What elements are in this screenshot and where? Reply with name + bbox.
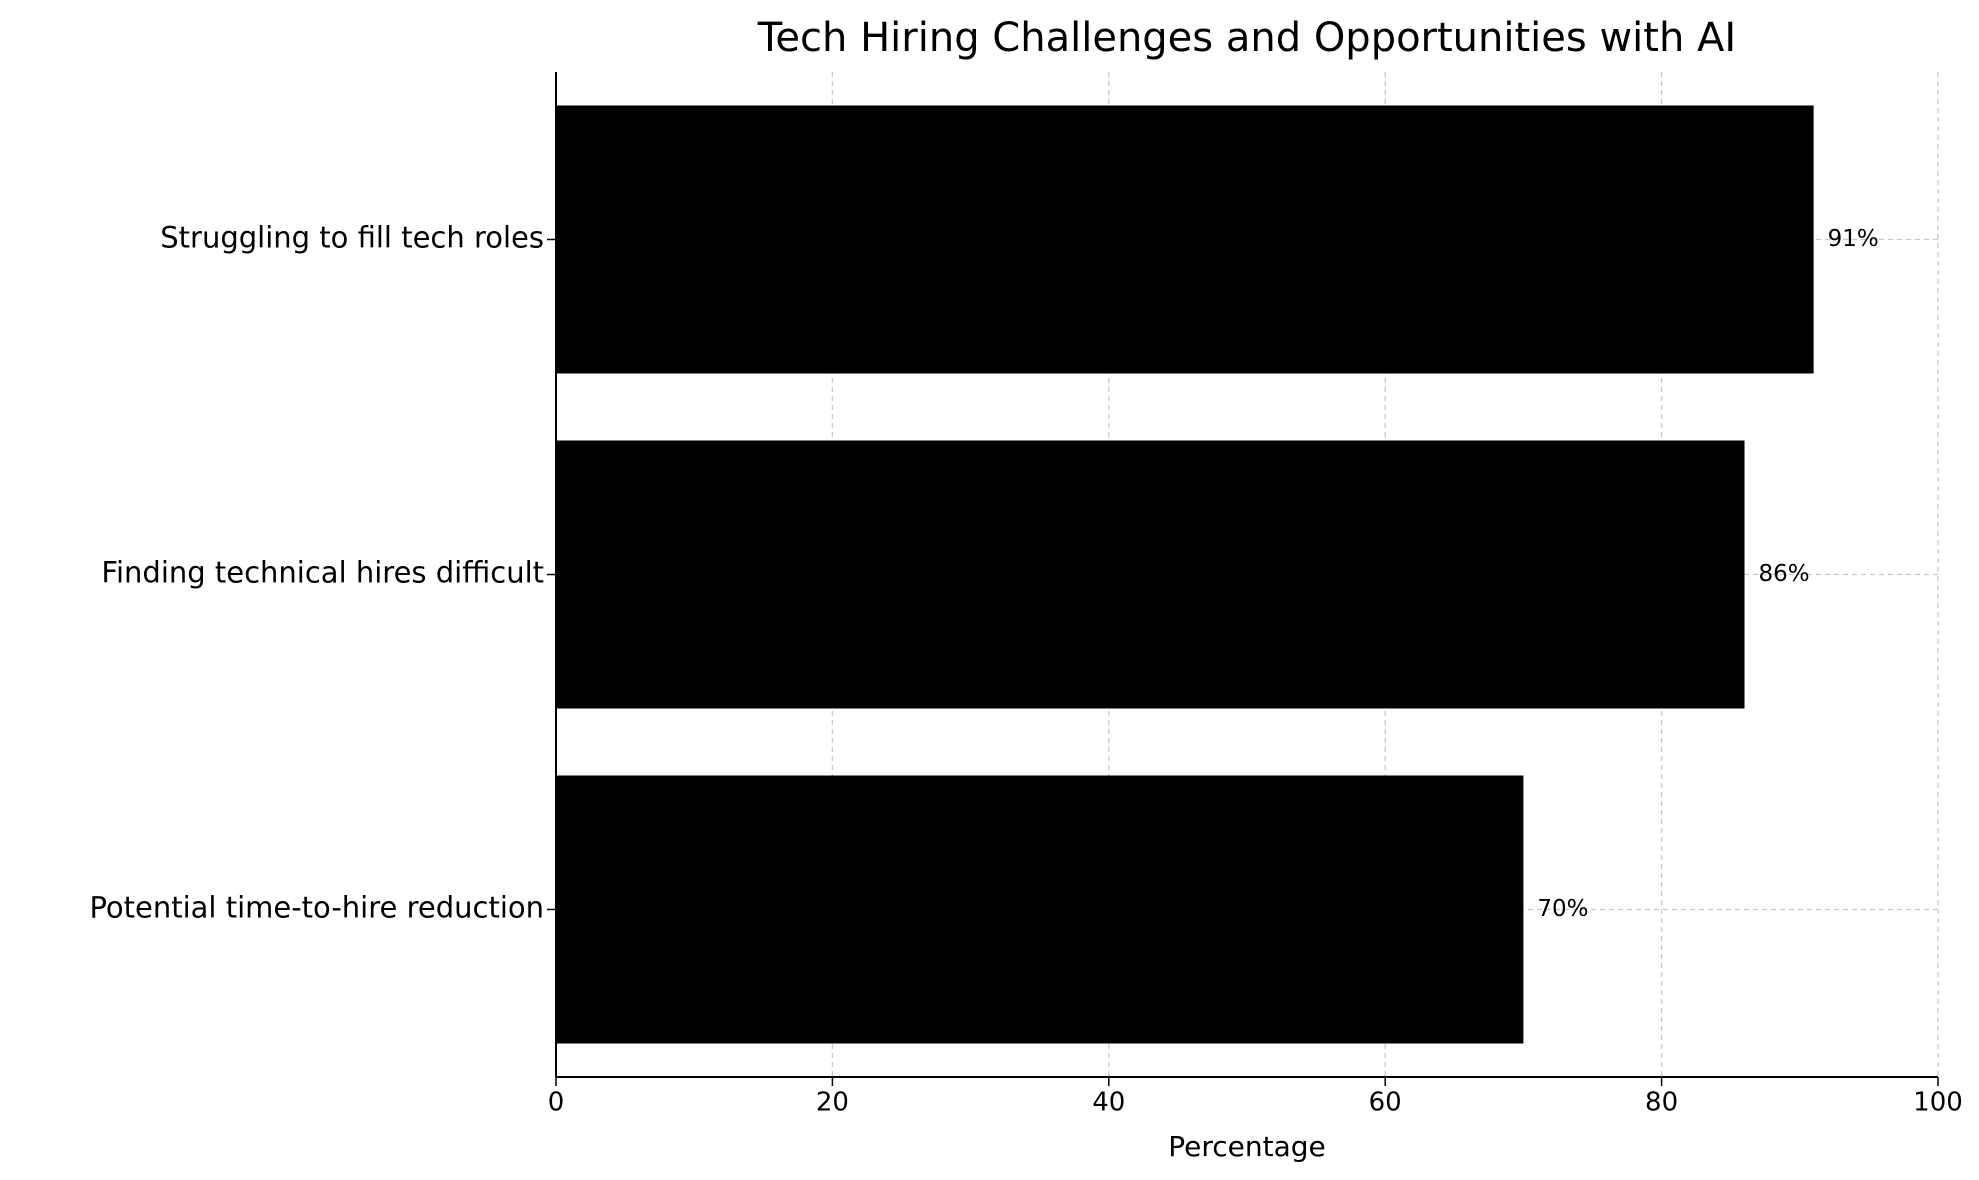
x-axis-label: Percentage	[1168, 1130, 1326, 1163]
y-tick-label: Struggling to fill tech roles	[160, 221, 544, 255]
x-tick-label: 60	[1369, 1088, 1402, 1118]
bar	[556, 105, 1814, 374]
chart-title: Tech Hiring Challenges and Opportunities…	[757, 15, 1736, 61]
value-label: 86%	[1759, 561, 1810, 587]
bar	[556, 775, 1524, 1044]
value-label: 91%	[1828, 226, 1879, 252]
y-tick-label: Finding technical hires difficult	[101, 556, 544, 590]
x-tick-label: 0	[548, 1088, 565, 1118]
value-label: 70%	[1537, 896, 1588, 922]
x-tick-label: 100	[1913, 1088, 1963, 1118]
bar	[556, 440, 1745, 709]
y-tick-label: Potential time-to-hire reduction	[89, 891, 544, 925]
x-tick-label: 80	[1645, 1088, 1678, 1118]
x-tick-label: 20	[816, 1088, 849, 1118]
x-tick-label: 40	[1092, 1088, 1125, 1118]
